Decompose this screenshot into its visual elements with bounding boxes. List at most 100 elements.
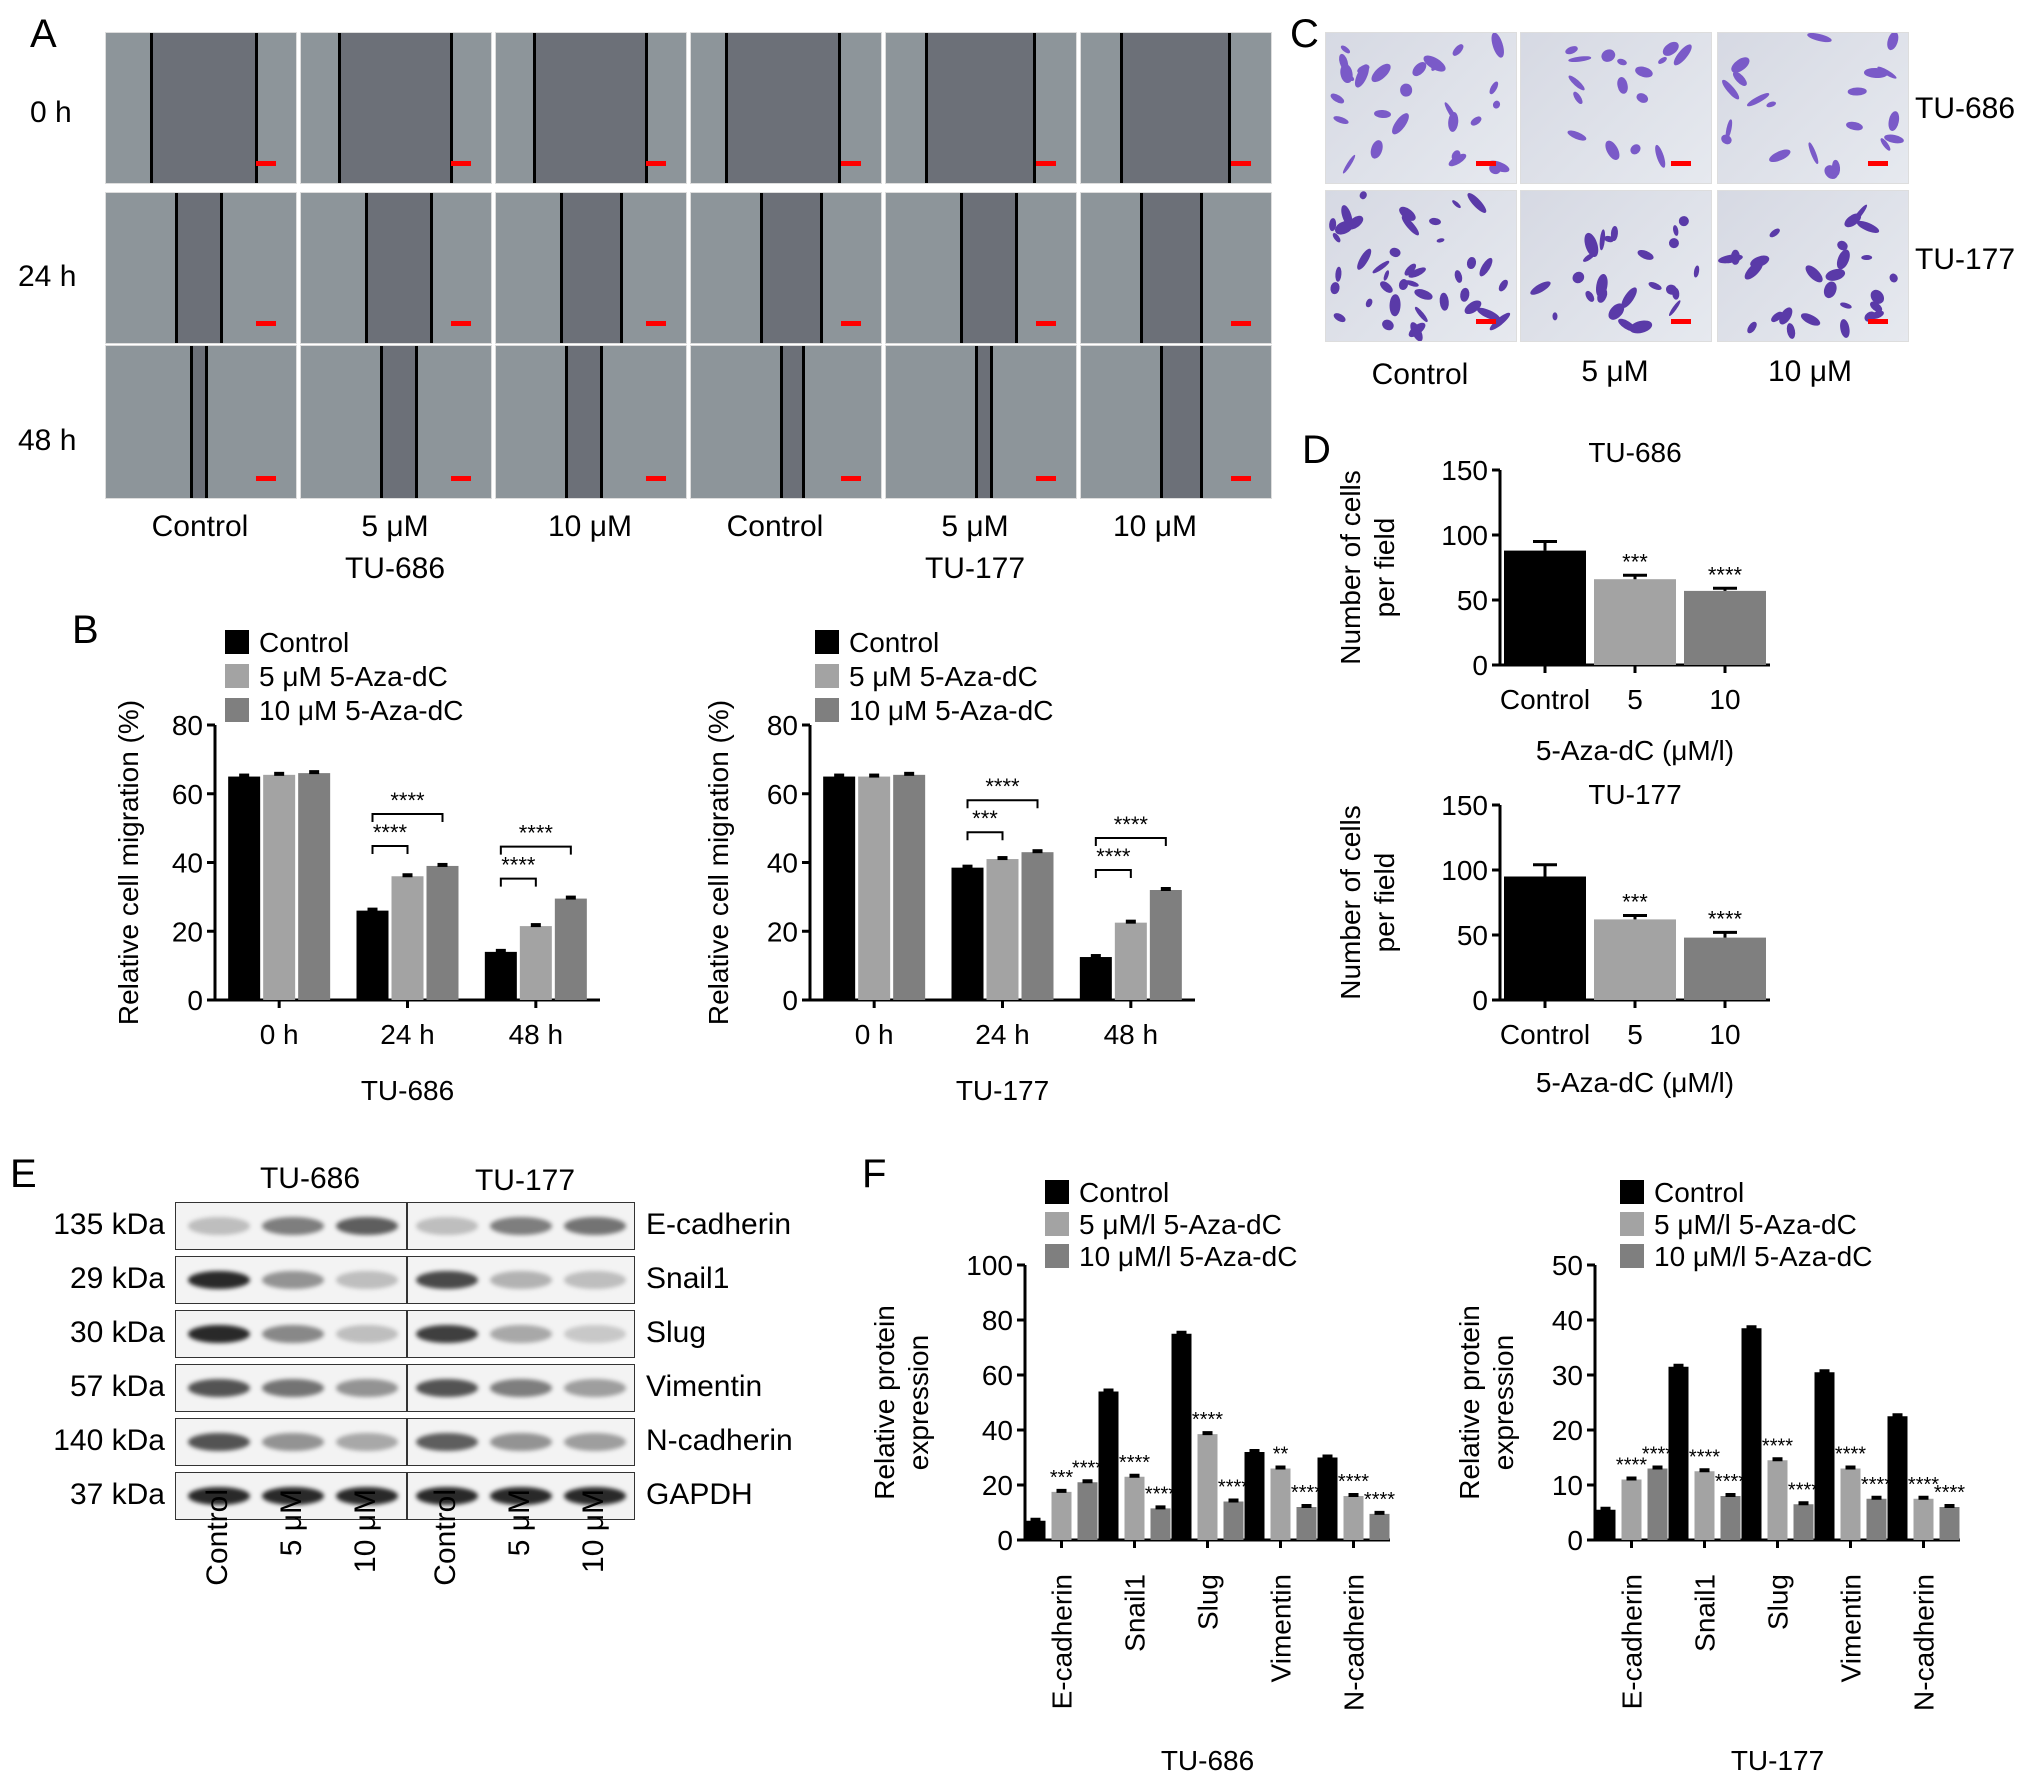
scale-bar (1231, 161, 1251, 166)
protein-band (262, 1379, 324, 1397)
legend-swatch (225, 698, 249, 722)
x-tick-label: Vimentin (1266, 1574, 1297, 1682)
protein-label: Vimentin (646, 1370, 763, 1403)
error-bar (1249, 1449, 1260, 1453)
scale-bar (1476, 319, 1496, 324)
blot-group-tu686: TU-686 (259, 1162, 361, 1195)
bar (1098, 1391, 1119, 1540)
blot-strip (175, 1256, 635, 1304)
bar (1150, 1508, 1171, 1540)
y-axis-title: Relative cell migration (%) (703, 700, 734, 1025)
col-label-10um: 10 μM (1768, 355, 1852, 388)
blot-group-tu177: TU-177 (474, 1164, 576, 1197)
protein-band (416, 1433, 478, 1451)
protein-band (188, 1379, 250, 1397)
chart-title: TU-177 (1588, 780, 1681, 810)
blot-strip (175, 1202, 635, 1250)
protein-band (336, 1271, 398, 1289)
significance-bracket (371, 812, 444, 822)
bar (1594, 579, 1676, 665)
error-bar (1944, 1504, 1955, 1508)
scratch-image (885, 192, 1077, 344)
panel-label-a: A (30, 12, 57, 56)
error-bar (1725, 1493, 1736, 1497)
error-bar (309, 770, 320, 775)
kda-label: 57 kDa (69, 1370, 165, 1403)
x-tick-label: 10 (1709, 1019, 1740, 1050)
legend-label: 5 μM 5-Aza-dC (259, 661, 448, 692)
scratch-image (300, 32, 492, 184)
significance-bracket (966, 799, 1039, 809)
y-tick-label: 50 (1457, 585, 1488, 616)
scale-bar (451, 321, 471, 326)
significance-stars: *** (1622, 890, 1648, 915)
bar (823, 776, 856, 1000)
y-tick-label: 20 (172, 916, 203, 947)
significance-stars: **** (1291, 1482, 1322, 1504)
significance-stars: **** (1218, 1477, 1249, 1499)
significance-stars: **** (519, 821, 554, 846)
bar (1793, 1504, 1814, 1540)
bar (1124, 1476, 1145, 1540)
bar (1223, 1501, 1244, 1540)
error-bar (1746, 1325, 1757, 1330)
scale-bar (256, 321, 276, 326)
legend-label: Control (1654, 1177, 1744, 1208)
y-tick-label: 80 (982, 1305, 1013, 1336)
scale-bar (646, 161, 666, 166)
x-tick-label: 5 (1627, 684, 1643, 715)
significance-bracket (1094, 869, 1132, 878)
error-bar (1845, 1465, 1856, 1470)
chart-title: TU-686 (1588, 437, 1681, 468)
significance-bracket (966, 831, 1004, 841)
scale-bar (841, 476, 861, 481)
error-bar (1160, 887, 1171, 891)
bar (263, 774, 296, 1000)
protein-band (336, 1487, 398, 1505)
significance-stars: **** (1642, 1444, 1673, 1466)
error-bar (1103, 1388, 1114, 1393)
bar (1684, 937, 1766, 1000)
protein-band (564, 1433, 626, 1451)
y-tick-label: 20 (767, 916, 798, 947)
x-axis-title: TU-177 (1731, 1745, 1824, 1776)
scale-bar (1671, 319, 1691, 324)
significance-stars: *** (972, 806, 998, 831)
significance-stars: **** (1708, 906, 1743, 931)
protein-band (262, 1433, 324, 1451)
significance-stars: **** (1934, 1482, 1965, 1504)
error-bar (367, 907, 378, 912)
chart-migration-tu686: 0 20 40 60 80 0 h 24 h **** **** 48 h **** **** Rela… (113, 627, 600, 1106)
bar (986, 859, 1019, 1000)
protein-label: GAPDH (646, 1478, 753, 1511)
legend-label: 10 μM/l 5-Aza-dC (1079, 1241, 1297, 1272)
panel-label-f: F (862, 1152, 887, 1196)
panel-label-b: B (72, 608, 99, 652)
x-axis-title: TU-177 (956, 1075, 1049, 1106)
legend-swatch (225, 664, 249, 688)
bar (1840, 1468, 1861, 1540)
scratch-image (885, 32, 1077, 184)
bar (1767, 1460, 1788, 1540)
blot-strip (175, 1418, 635, 1466)
bar (1741, 1328, 1762, 1540)
bar (1021, 852, 1054, 1000)
x-axis-title: 5-Aza-dC (μM/l) (1536, 1067, 1734, 1098)
scratch-image (1080, 32, 1272, 184)
protein-band (336, 1433, 398, 1451)
col-label-control: Control (1371, 358, 1469, 391)
y-axis-title: Relative protein (1454, 1305, 1485, 1500)
protein-label: Snail1 (646, 1262, 730, 1295)
significance-stars: **** (1192, 1409, 1223, 1431)
scale-bar (256, 476, 276, 481)
protein-band (564, 1487, 626, 1505)
row-label-48h: 48 h (18, 424, 77, 457)
x-tick-label: Control (1500, 684, 1590, 715)
scratch-image (495, 345, 687, 499)
error-bar (274, 771, 285, 776)
panel-label-c: C (1290, 12, 1319, 56)
lane-label: 10 μM (349, 1489, 382, 1573)
scratch-image (495, 32, 687, 184)
error-bar (1301, 1504, 1312, 1508)
bar (1939, 1507, 1960, 1540)
